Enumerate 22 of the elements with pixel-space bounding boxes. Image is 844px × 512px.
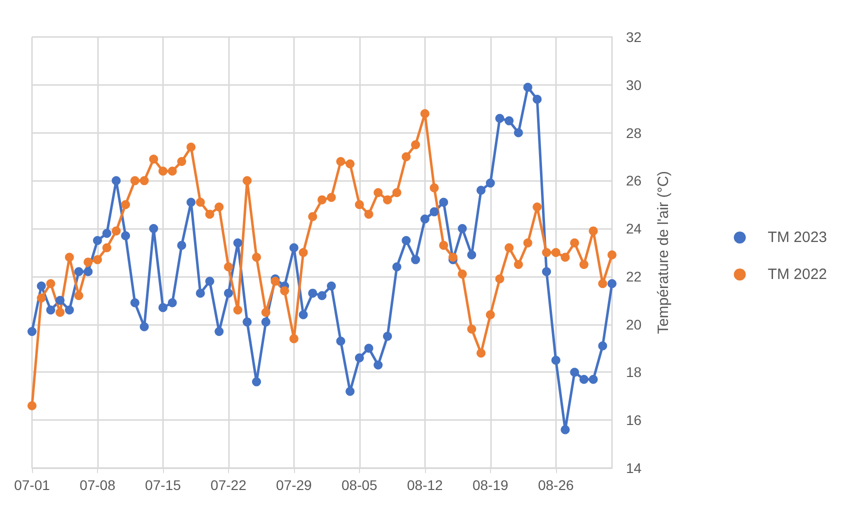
y-tick-label: 20 xyxy=(626,316,642,332)
y-tick-label: 32 xyxy=(626,29,642,45)
x-tick-label: 08-26 xyxy=(538,477,574,493)
x-tick-label: 07-22 xyxy=(210,477,247,493)
y-tick-label: 24 xyxy=(626,220,642,237)
y-tick-label: 22 xyxy=(626,268,642,284)
x-tick-label: 07-29 xyxy=(276,477,312,493)
x-tick-label: 07-01 xyxy=(14,477,50,493)
y-tick-label: 26 xyxy=(626,172,642,189)
y-axis-title: Température de l'air (°C) xyxy=(655,170,672,334)
legend-label: TM 2023 xyxy=(768,229,828,246)
x-tick-label: 07-08 xyxy=(80,477,116,493)
x-tick-label: 07-15 xyxy=(145,477,182,493)
y-tick-label: 14 xyxy=(626,460,642,476)
y-tick-label: 28 xyxy=(626,124,642,141)
y-tick-label: 18 xyxy=(626,364,642,380)
x-tick-label: 08-05 xyxy=(342,477,378,493)
y-tick-label: 30 xyxy=(626,76,642,93)
x-tick-label: 08-12 xyxy=(406,477,444,493)
x-tick-label: 08-19 xyxy=(472,477,508,493)
legend-label: TM 2022 xyxy=(768,266,828,283)
y-tick-label: 16 xyxy=(626,412,642,428)
